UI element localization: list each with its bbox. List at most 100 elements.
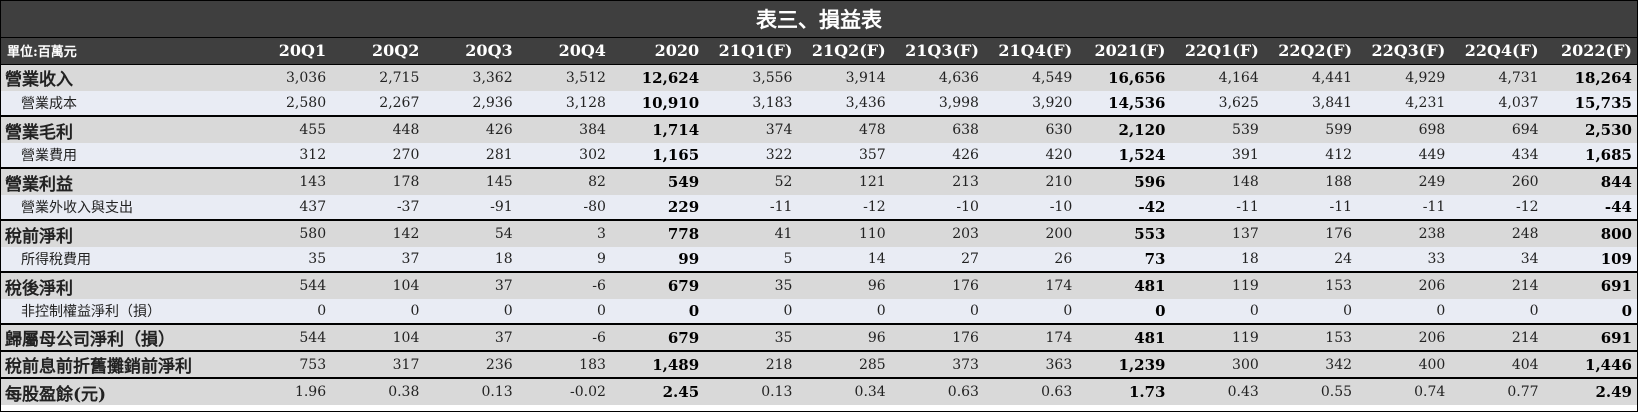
table-cell: 4,636 bbox=[890, 64, 984, 91]
table-cell: 0.34 bbox=[797, 377, 891, 405]
header-row: 單位:百萬元 20Q1 20Q2 20Q3 20Q4 2020 21Q1(F) 21Q2(F… bbox=[1, 38, 1637, 65]
table-cell: 800 bbox=[1543, 219, 1637, 247]
table-cell: 0 bbox=[424, 299, 518, 324]
table-cell: 2,936 bbox=[424, 91, 518, 116]
table-cell: 35 bbox=[704, 271, 798, 299]
table-cell: 206 bbox=[1357, 323, 1451, 351]
table-cell: 4,929 bbox=[1357, 64, 1451, 91]
table-cell: 9 bbox=[517, 247, 611, 272]
table-cell: 18 bbox=[424, 247, 518, 272]
table-cell: 0.55 bbox=[1263, 377, 1358, 405]
row-label: 營業成本 bbox=[1, 91, 238, 116]
table-cell: 26 bbox=[983, 247, 1078, 272]
table-row: 稅後淨利 544 104 37 -6 679 35 96 176 174 481 119 153 206 2… bbox=[1, 271, 1637, 299]
table-cell: 391 bbox=[1170, 143, 1264, 168]
table-cell: 119 bbox=[1170, 271, 1264, 299]
table-cell: 148 bbox=[1170, 167, 1264, 195]
table-cell: 145 bbox=[424, 167, 518, 195]
table-cell: 96 bbox=[797, 323, 891, 351]
table-cell: 778 bbox=[610, 219, 705, 247]
table-cell: 214 bbox=[1450, 271, 1544, 299]
table-cell: 0 bbox=[1263, 299, 1358, 324]
table-cell: 404 bbox=[1450, 350, 1544, 378]
table-title: 表三、損益表 bbox=[1, 1, 1637, 38]
table-cell: 15,735 bbox=[1543, 91, 1637, 116]
table-cell: 248 bbox=[1450, 219, 1544, 247]
table-cell: 37 bbox=[331, 247, 425, 272]
column-header: 22Q1(F) bbox=[1170, 38, 1264, 65]
table-cell: 539 bbox=[1170, 115, 1264, 143]
row-label: 所得稅費用 bbox=[1, 247, 238, 272]
table-cell: 2.45 bbox=[610, 377, 705, 405]
table-cell: 437 bbox=[237, 195, 332, 220]
column-header: 22Q4(F) bbox=[1450, 38, 1544, 65]
table-cell: 596 bbox=[1077, 167, 1171, 195]
table-cell: 153 bbox=[1263, 271, 1358, 299]
table-cell: 143 bbox=[237, 167, 332, 195]
table-cell: 4,731 bbox=[1450, 64, 1544, 91]
table-cell: -37 bbox=[331, 195, 425, 220]
row-label: 稅前息前折舊攤銷前淨利 bbox=[1, 350, 238, 378]
table-cell: 3,914 bbox=[797, 64, 891, 91]
table-cell: 0.38 bbox=[331, 377, 425, 405]
table-cell: 34 bbox=[1450, 247, 1544, 272]
table-cell: -12 bbox=[797, 195, 891, 220]
table-cell: 0 bbox=[517, 299, 611, 324]
table-cell: 178 bbox=[331, 167, 425, 195]
table-cell: -11 bbox=[704, 195, 798, 220]
table-cell: -11 bbox=[1263, 195, 1358, 220]
table-cell: 18 bbox=[1170, 247, 1264, 272]
column-header: 22Q2(F) bbox=[1263, 38, 1358, 65]
column-header: 20Q1 bbox=[237, 38, 332, 65]
table-cell: 384 bbox=[517, 115, 611, 143]
table-cell: 213 bbox=[890, 167, 984, 195]
table-cell: 3,998 bbox=[890, 91, 984, 116]
table-cell: 2,530 bbox=[1543, 115, 1637, 143]
table-body: 營業收入 3,036 2,715 3,362 3,512 12,624 3,556 3,914… bbox=[1, 64, 1637, 405]
table-cell: 3,625 bbox=[1170, 91, 1264, 116]
table-cell: 214 bbox=[1450, 323, 1544, 351]
table-cell: -12 bbox=[1450, 195, 1544, 220]
table-cell: 3,512 bbox=[517, 64, 611, 91]
table-cell: 599 bbox=[1263, 115, 1358, 143]
table-cell: 0.77 bbox=[1450, 377, 1544, 405]
table-cell: 4,441 bbox=[1263, 64, 1358, 91]
row-label: 營業外收入與支出 bbox=[1, 195, 238, 220]
table-cell: 4,164 bbox=[1170, 64, 1264, 91]
table-cell: 96 bbox=[797, 271, 891, 299]
table-cell: 188 bbox=[1263, 167, 1358, 195]
table-cell: 679 bbox=[610, 323, 705, 351]
table-cell: 691 bbox=[1543, 271, 1637, 299]
table-cell: 0 bbox=[797, 299, 891, 324]
table-cell: 549 bbox=[610, 167, 705, 195]
table-row: 營業利益 143 178 145 82 549 52 121 213 210 596 148 188 24… bbox=[1, 167, 1637, 195]
table-cell: 33 bbox=[1357, 247, 1451, 272]
table-cell: 342 bbox=[1263, 350, 1358, 378]
table-cell: 844 bbox=[1543, 167, 1637, 195]
table-cell: 300 bbox=[1170, 350, 1264, 378]
table-cell: 1,524 bbox=[1077, 143, 1171, 168]
table-cell: 0 bbox=[1077, 299, 1171, 324]
table-cell: 260 bbox=[1450, 167, 1544, 195]
column-header: 21Q3(F) bbox=[890, 38, 984, 65]
table-cell: 3,036 bbox=[237, 64, 332, 91]
table-cell: 24 bbox=[1263, 247, 1358, 272]
table-cell: 1,685 bbox=[1543, 143, 1637, 168]
table-cell: 0.13 bbox=[704, 377, 798, 405]
table-cell: -11 bbox=[1170, 195, 1264, 220]
table-cell: 0 bbox=[1170, 299, 1264, 324]
table-cell: 363 bbox=[983, 350, 1078, 378]
table-cell: 210 bbox=[983, 167, 1078, 195]
table-cell: 455 bbox=[237, 115, 332, 143]
table-cell: 630 bbox=[983, 115, 1078, 143]
table-cell: 183 bbox=[517, 350, 611, 378]
table-cell: 2.49 bbox=[1543, 377, 1637, 405]
table-cell: -10 bbox=[890, 195, 984, 220]
table-row: 非控制權益淨利（損） 0 0 0 0 0 0 0 0 0 0 0 0 0 0 0 bbox=[1, 299, 1637, 324]
table-cell: 0 bbox=[1543, 299, 1637, 324]
table-cell: 302 bbox=[517, 143, 611, 168]
table-cell: 238 bbox=[1357, 219, 1451, 247]
table-cell: 1,446 bbox=[1543, 350, 1637, 378]
table-cell: 270 bbox=[331, 143, 425, 168]
table-cell: 109 bbox=[1543, 247, 1637, 272]
